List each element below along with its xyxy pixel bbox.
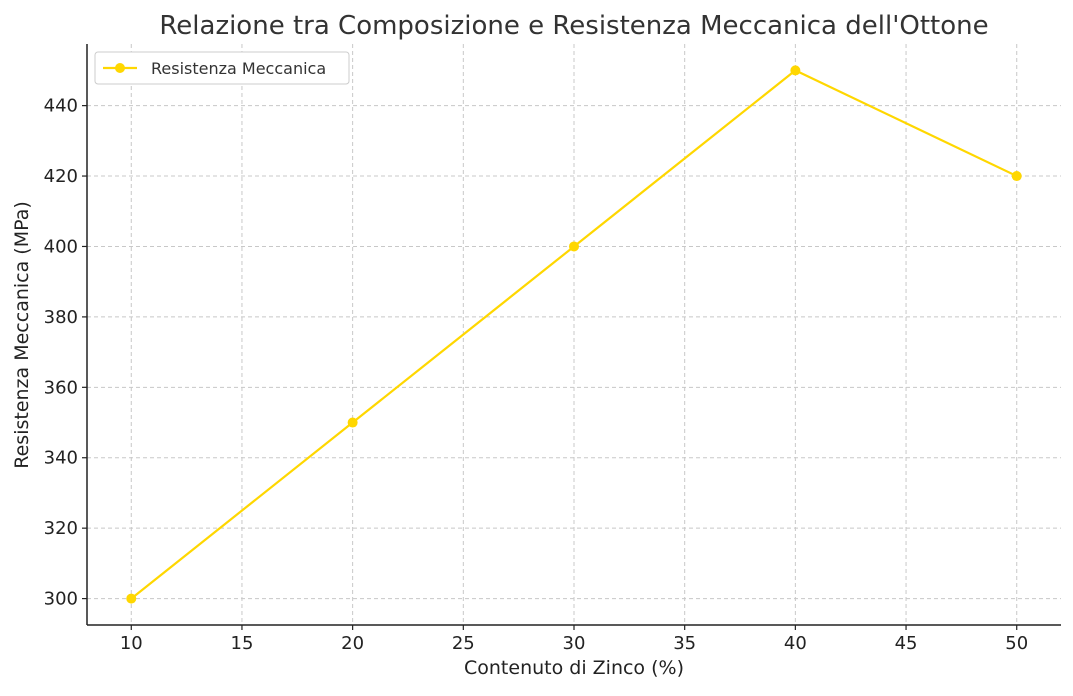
- series-layer: [126, 65, 1022, 604]
- data-point[interactable]: [1011, 171, 1022, 182]
- y-tick-label: 400: [44, 236, 78, 257]
- x-tick-label: 25: [452, 633, 475, 654]
- x-axis-label: Contenuto di Zinco (%): [464, 657, 684, 679]
- data-point[interactable]: [126, 593, 137, 604]
- legend-box: [94, 51, 350, 85]
- data-point[interactable]: [569, 241, 579, 252]
- x-tick-label: 20: [341, 633, 364, 654]
- y-tick-label: 440: [44, 96, 78, 117]
- data-point[interactable]: [790, 65, 801, 76]
- grid: [87, 44, 1061, 625]
- legend-marker-swatch: [115, 63, 125, 73]
- y-tick-label: 420: [44, 166, 78, 187]
- x-tick-label: 40: [784, 633, 807, 654]
- y-axis-ticks: 300 320 340 360 380 400 420 440: [44, 96, 87, 610]
- x-tick-label: 50: [1005, 633, 1028, 654]
- x-tick-label: 10: [120, 633, 143, 654]
- y-tick-label: 360: [44, 377, 78, 398]
- y-axis-label: Resistenza Meccanica (MPa): [11, 201, 33, 468]
- y-tick-label: 320: [44, 518, 78, 539]
- x-tick-label: 30: [563, 633, 586, 654]
- x-tick-label: 45: [895, 633, 918, 654]
- legend-label: Resistenza Meccanica: [151, 59, 326, 78]
- chart-title: Relazione tra Composizione e Resistenza …: [159, 11, 988, 41]
- data-point[interactable]: [347, 417, 358, 428]
- x-tick-label: 35: [673, 633, 696, 654]
- x-tick-label: 15: [231, 633, 254, 654]
- y-tick-label: 340: [44, 448, 78, 469]
- y-tick-label: 380: [44, 307, 78, 328]
- y-tick-label: 300: [44, 589, 78, 610]
- legend: Resistenza Meccanica: [94, 51, 350, 85]
- x-axis-ticks: 10 15 20 25 30 35 40 45 50: [120, 625, 1028, 654]
